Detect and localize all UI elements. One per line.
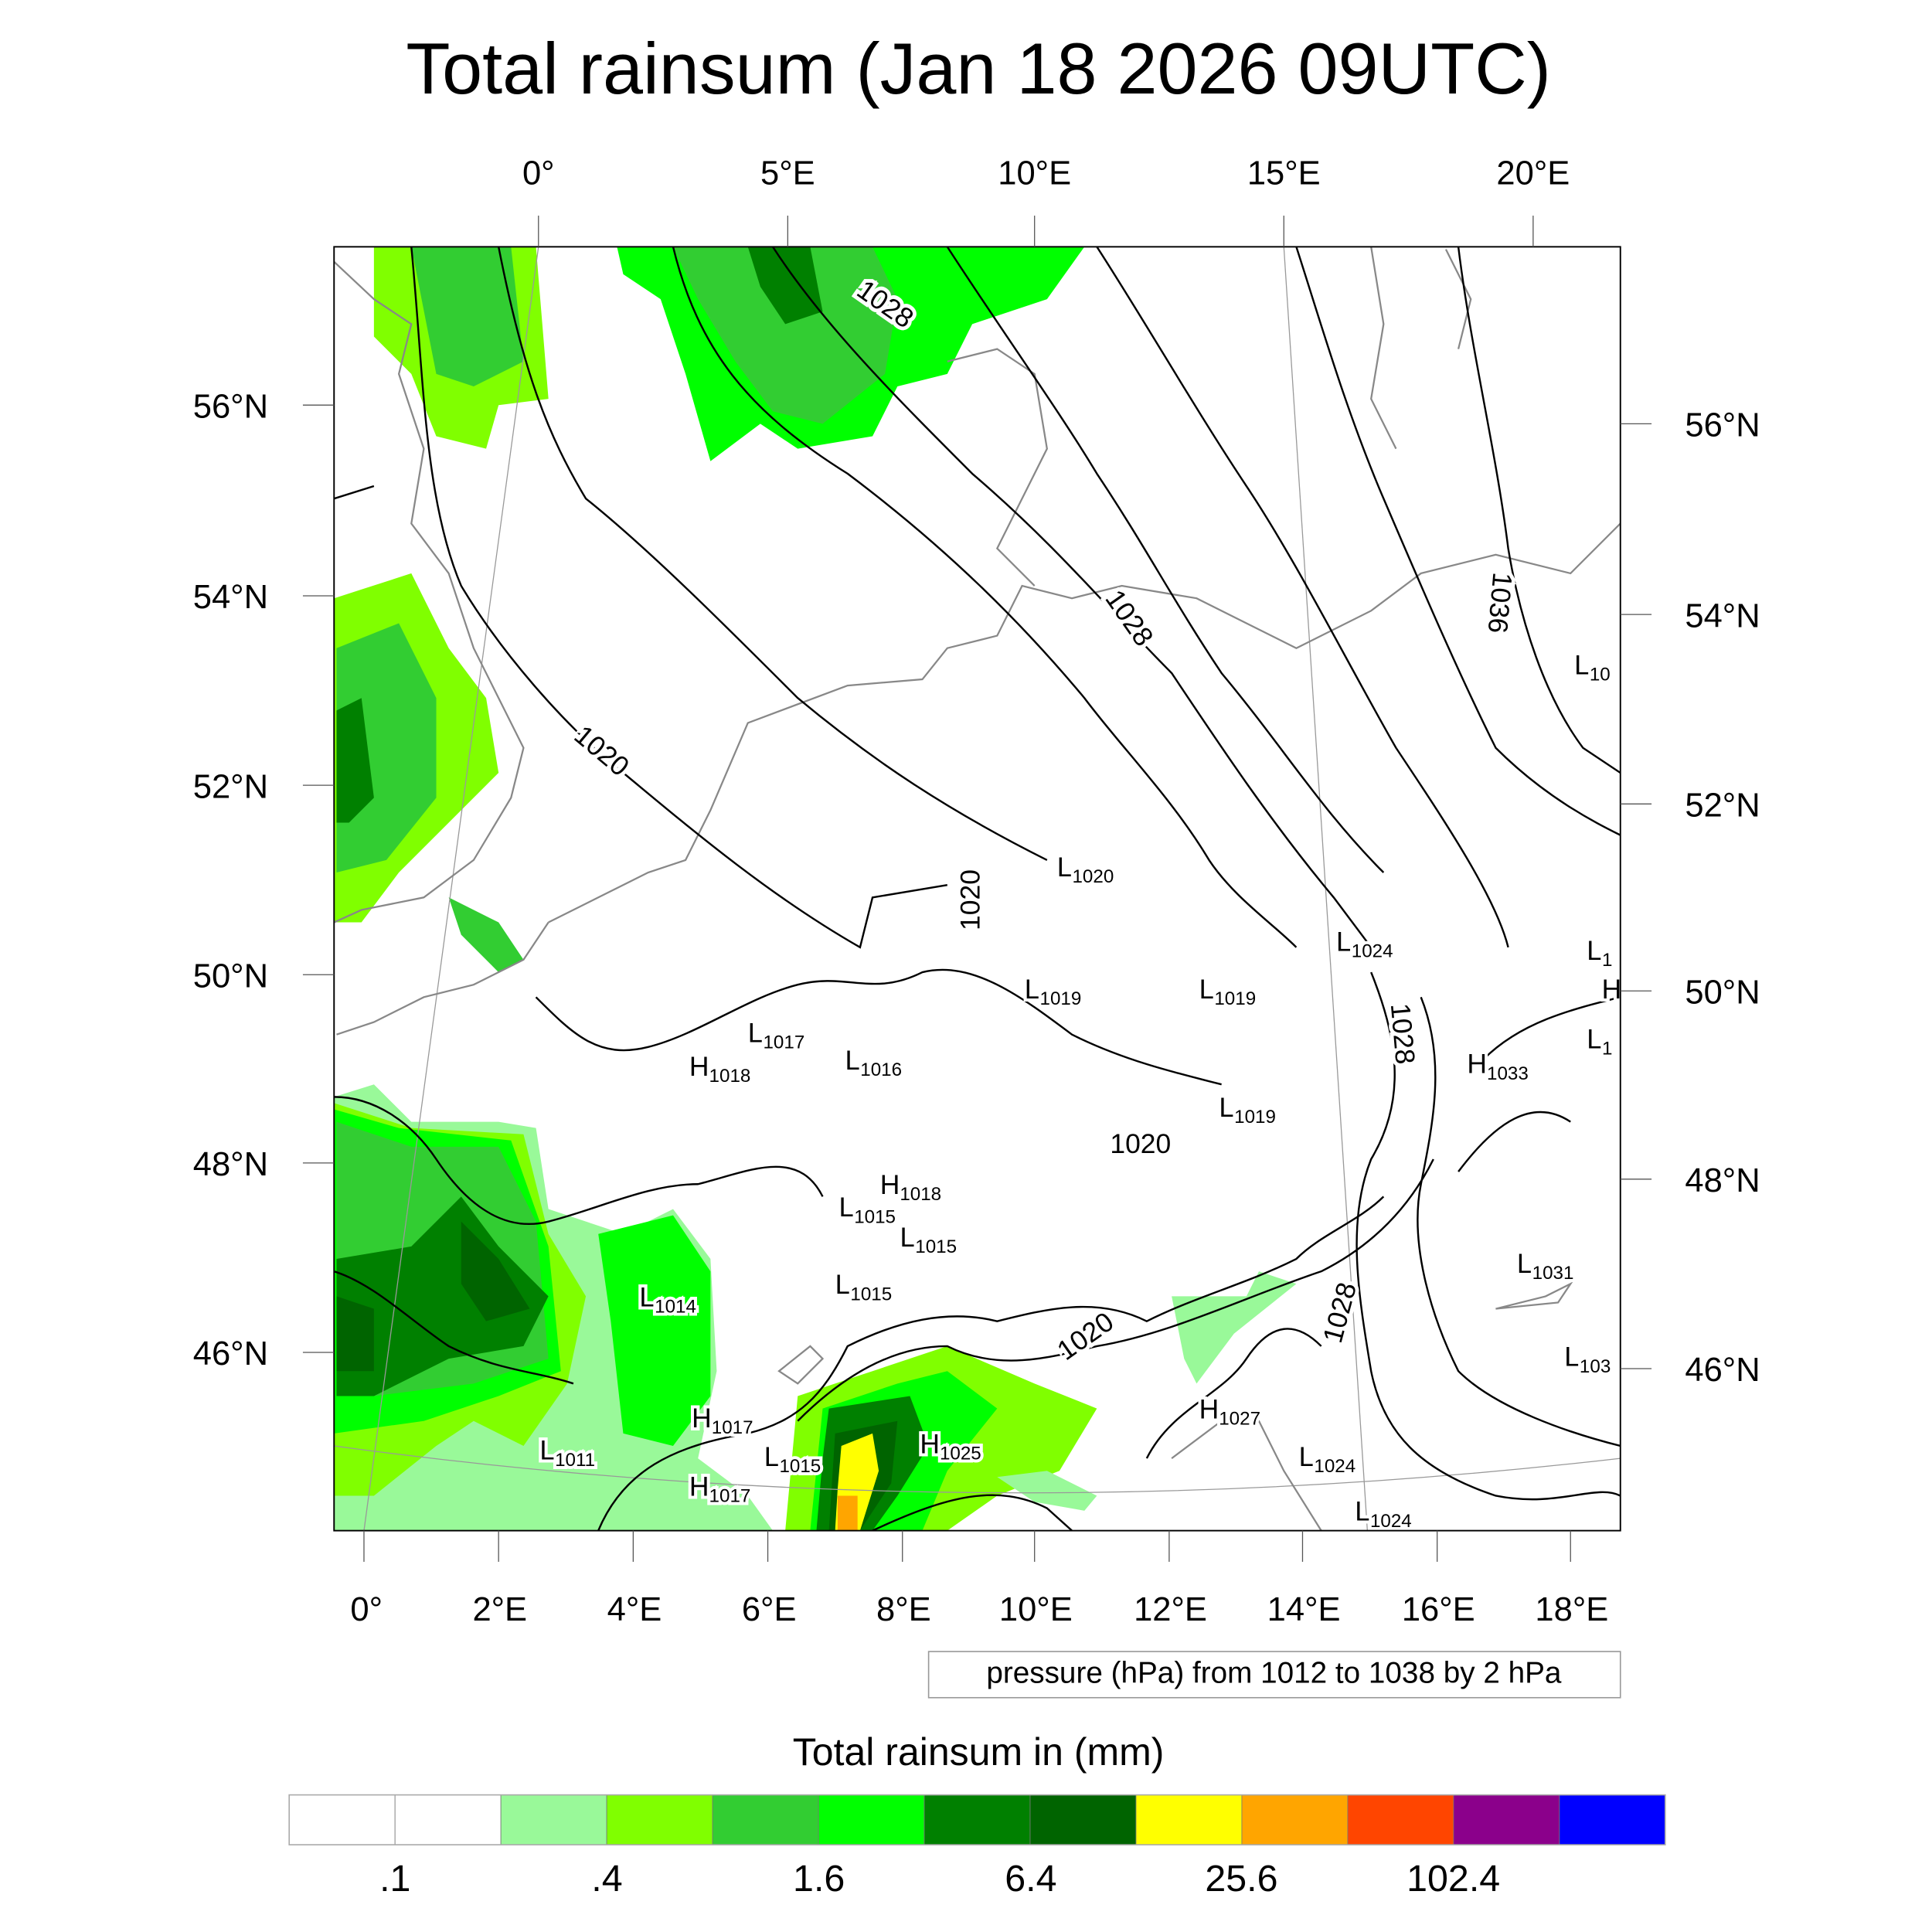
contour-label: 1020 [955, 869, 986, 930]
coastlines [334, 247, 1621, 1531]
lat-label: 54°N [1685, 597, 1760, 634]
lon-label: 20°E [1496, 155, 1570, 192]
colorbar-swatches [288, 1794, 1666, 1845]
contour-label: 1020 [1110, 1128, 1171, 1159]
pressure-center-label: L1019 [1219, 1092, 1276, 1128]
colorbar-swatch [394, 1794, 502, 1845]
pressure-center-label: L103 [1564, 1342, 1611, 1377]
pressure-center-label: L1016 [845, 1045, 903, 1080]
colorbar-swatch [1241, 1794, 1349, 1845]
pressure-center-label: H [1602, 974, 1622, 1005]
pressure-center-label: H1018 [689, 1051, 750, 1087]
colorbar-swatch [1347, 1794, 1454, 1845]
colorbar-label: 25.6 [1205, 1858, 1277, 1900]
pressure-center-label: L10 [1574, 650, 1611, 685]
pressure-center-label: L1017 [748, 1017, 805, 1053]
colorbar-swatch [1135, 1794, 1243, 1845]
pressure-center-label: L1 [1587, 935, 1612, 971]
lon-label: 14°E [1267, 1591, 1341, 1628]
contour-info-text: pressure (hPa) from 1012 to 1038 by 2 hP… [986, 1656, 1562, 1689]
lat-label: 48°N [1685, 1162, 1760, 1199]
lon-label: 16°E [1402, 1591, 1475, 1628]
pressure-center-label: L1019 [1199, 974, 1257, 1009]
pressure-center-label: L1024 [1336, 927, 1393, 962]
left-latitude-labels: 56°N 54°N 52°N 50°N 48°N 46°N [193, 388, 268, 1372]
pressure-center-label: H1033 [1467, 1049, 1528, 1084]
pressure-centers: L1020 L1024 L1019 L1019 L1017 L1016 H101… [536, 647, 1622, 1532]
lat-label: 56°N [193, 388, 268, 425]
lon-label: 8°E [876, 1591, 931, 1628]
pressure-center-label: H1017 [692, 1403, 753, 1438]
pressure-center-label: H1018 [880, 1169, 941, 1205]
pressure-center-label: H1025 [920, 1429, 981, 1464]
colorbar-label: .4 [591, 1858, 622, 1900]
pressure-center-label: L1024 [1355, 1496, 1412, 1532]
contour-info-box: pressure (hPa) from 1012 to 1038 by 2 hP… [927, 1651, 1621, 1699]
colorbar-swatch [606, 1794, 713, 1845]
lat-label: 46°N [193, 1335, 268, 1372]
isobars [334, 247, 1621, 1531]
colorbar-swatch [818, 1794, 925, 1845]
colorbar-swatch [1559, 1794, 1666, 1845]
lat-label: 50°N [1685, 974, 1760, 1011]
lat-label: 54°N [193, 579, 268, 616]
lon-label: 12°E [1134, 1591, 1207, 1628]
lat-label: 52°N [1685, 787, 1760, 824]
colorbar-swatch [288, 1794, 396, 1845]
pressure-center-label: L1014 [639, 1281, 696, 1317]
map-frame [333, 246, 1621, 1532]
lon-label: 6°E [742, 1591, 797, 1628]
top-longitude-labels: 0° 5°E 10°E 15°E 20°E [522, 155, 1570, 192]
lat-label: 48°N [193, 1146, 268, 1183]
colorbar-swatch [1029, 1794, 1137, 1845]
pressure-center-label: L1015 [764, 1441, 821, 1477]
lat-label: 46°N [1685, 1352, 1760, 1389]
colorbar-swatch [923, 1794, 1031, 1845]
pressure-center-label: L1011 [539, 1435, 595, 1471]
pressure-center-label: L1015 [835, 1269, 893, 1304]
pressure-center-label: L1 [1587, 1023, 1612, 1059]
contour-label: 1036 [1482, 571, 1519, 634]
pressure-center-label: H1017 [689, 1471, 750, 1506]
colorbar-label: 1.6 [793, 1858, 845, 1900]
pressure-center-label: L1019 [1025, 974, 1082, 1009]
pressure-center-label: L1015 [900, 1222, 957, 1257]
map-plot-area: 1028 1028 1020 1020 1028 1020 1020 1028 … [334, 247, 1621, 1531]
colorbar-swatch [712, 1794, 819, 1845]
lon-label: 18°E [1535, 1591, 1608, 1628]
lon-label: 15°E [1247, 155, 1321, 192]
bottom-longitude-labels: 0° 2°E 4°E 6°E 8°E 10°E 12°E 14°E 16°E 1… [350, 1591, 1608, 1628]
pressure-center-label: L1024 [1299, 1441, 1356, 1477]
colorbar-swatch [1453, 1794, 1560, 1845]
pressure-center-label: L1020 [1057, 852, 1114, 887]
lon-label: 0° [350, 1591, 383, 1628]
pressure-center-label: L1031 [1517, 1248, 1574, 1284]
lat-label: 50°N [193, 957, 268, 995]
colorbar-label: .1 [379, 1858, 410, 1900]
lon-label: 2°E [472, 1591, 527, 1628]
right-latitude-labels: 56°N 54°N 52°N 50°N 48°N 46°N [1685, 407, 1760, 1389]
colorbar: Total rainsum in (mm) .1 .4 1.6 6.4 25.6… [288, 1730, 1666, 1900]
contour-label: 1028 [1385, 1002, 1421, 1066]
lon-label: 10°E [999, 1591, 1073, 1628]
colorbar-title: Total rainsum in (mm) [793, 1730, 1165, 1774]
colorbar-label: 102.4 [1406, 1858, 1500, 1900]
pressure-center-label: H1027 [1199, 1393, 1260, 1429]
lon-label: 10°E [998, 155, 1071, 192]
colorbar-label: 6.4 [1005, 1858, 1056, 1900]
colorbar-swatch [500, 1794, 607, 1845]
lon-label: 0° [522, 155, 555, 192]
lon-label: 4°E [607, 1591, 662, 1628]
figure-title: Total rainsum (Jan 18 2026 09UTC) [406, 28, 1551, 109]
axis-ticks [302, 216, 1652, 1562]
lon-label: 5°E [760, 155, 815, 192]
rain-field-layer [334, 247, 1297, 1531]
pressure-center-label: L1015 [838, 1192, 896, 1227]
lat-label: 52°N [193, 768, 268, 805]
lat-label: 56°N [1685, 407, 1760, 444]
